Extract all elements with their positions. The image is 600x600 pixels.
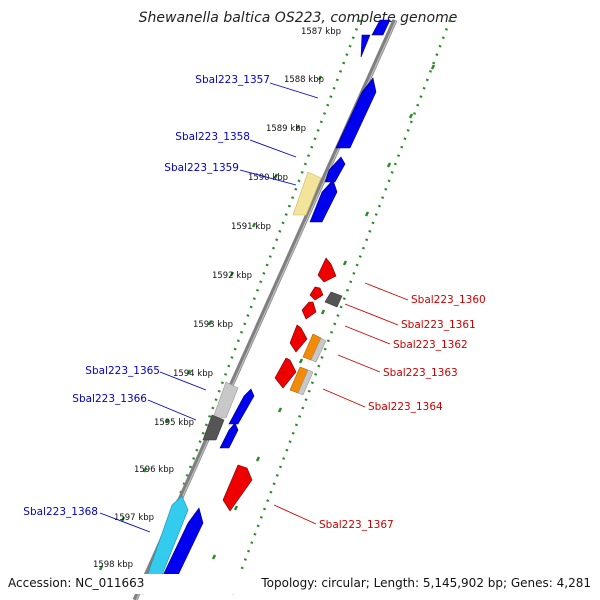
- gene-box-lightgray[interactable]: [212, 381, 239, 419]
- gene-arrow-forward[interactable]: [228, 388, 255, 425]
- reverse-gene-labels: Sbal223_1360 Sbal223_1361 Sbal223_1362 S…: [319, 294, 486, 531]
- gene-arrow-reverse[interactable]: [317, 257, 337, 283]
- gene-box-lightgray[interactable]: [297, 369, 314, 396]
- map-title: Shewanella baltica OS223, complete genom…: [139, 10, 458, 26]
- gene-label[interactable]: Sbal223_1367: [319, 519, 394, 531]
- accession-text: Accession: NC_011663: [8, 576, 144, 590]
- topology-text: Topology: circular; Length: 5,145,902 bp…: [260, 576, 591, 590]
- gene-label[interactable]: Sbal223_1363: [383, 367, 458, 379]
- scale-label: 1589 kbp: [266, 124, 306, 134]
- gene-arrow-reverse[interactable]: [289, 324, 308, 353]
- scale-label: 1596 kbp: [134, 465, 174, 475]
- gene-arrow-forward[interactable]: [309, 179, 338, 223]
- scale-label: 1590 kbp: [248, 173, 288, 183]
- gene-arrow-forward[interactable]: [219, 422, 239, 449]
- gene-label[interactable]: Sbal223_1357: [195, 74, 270, 86]
- scale-ticks: [98, 26, 436, 571]
- gene-arrow-forward[interactable]: [371, 19, 391, 36]
- gene-label[interactable]: Sbal223_1358: [175, 131, 250, 143]
- gene-label[interactable]: Sbal223_1360: [411, 294, 486, 306]
- gene-label[interactable]: Sbal223_1365: [85, 365, 160, 377]
- gene-box-darkgray[interactable]: [324, 291, 343, 308]
- gene-box-darkgray[interactable]: [202, 414, 225, 441]
- scale-label: 1595 kbp: [154, 418, 194, 428]
- footer-bar: [0, 574, 600, 594]
- gene-box-yellow[interactable]: [292, 171, 322, 216]
- scale-label: 1588 kbp: [284, 75, 324, 85]
- gene-arrow-reverse[interactable]: [222, 464, 253, 512]
- scale-label: 1597 kbp: [114, 513, 154, 523]
- scale-label: 1591 kbp: [231, 222, 271, 232]
- gene-box-lightgray[interactable]: [310, 337, 327, 363]
- gene-label[interactable]: Sbal223_1368: [23, 506, 98, 518]
- gene-label[interactable]: Sbal223_1364: [368, 401, 443, 413]
- reverse-leaders: [273, 282, 409, 525]
- gene-arrow-reverse[interactable]: [309, 286, 324, 301]
- gene-label[interactable]: Sbal223_1366: [72, 393, 147, 405]
- gene-label[interactable]: Sbal223_1361: [401, 319, 476, 331]
- forward-genes: [154, 19, 391, 593]
- scale-labels: 1587 kbp 1588 kbp 1589 kbp 1590 kbp 1591…: [93, 26, 344, 570]
- reverse-genes: [222, 257, 343, 512]
- scale-label: 1594 kbp: [173, 369, 213, 379]
- scale-label: 1593 kbp: [193, 320, 233, 330]
- gene-arrow-reverse[interactable]: [274, 357, 297, 389]
- forward-gene-labels: Sbal223_1357 Sbal223_1358 Sbal223_1359 S…: [23, 74, 270, 518]
- other-forward-genes: [143, 171, 322, 586]
- gene-arrow-forward[interactable]: [335, 77, 377, 149]
- gene-label[interactable]: Sbal223_1359: [164, 162, 239, 174]
- gene-arrow-reverse[interactable]: [301, 301, 317, 320]
- scale-label: 1587 kbp: [301, 27, 341, 37]
- gene-label[interactable]: Sbal223_1362: [393, 339, 468, 351]
- forward-leaders: [99, 82, 319, 533]
- scale-label: 1598 kbp: [93, 560, 133, 570]
- gene-arrow-forward[interactable]: [360, 34, 371, 58]
- scale-label: 1592 kbp: [212, 271, 252, 281]
